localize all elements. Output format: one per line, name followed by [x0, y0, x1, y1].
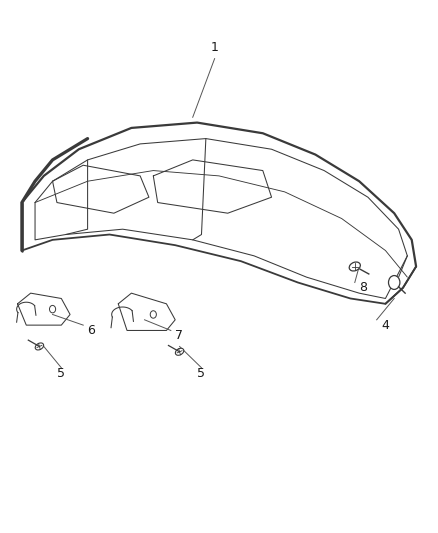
- Ellipse shape: [349, 262, 360, 271]
- Text: 4: 4: [381, 319, 389, 332]
- Text: 6: 6: [88, 324, 95, 337]
- Text: 8: 8: [359, 281, 367, 294]
- Ellipse shape: [175, 348, 184, 356]
- Text: 7: 7: [175, 329, 183, 342]
- Text: 5: 5: [198, 367, 205, 379]
- Ellipse shape: [35, 343, 44, 350]
- Text: 5: 5: [57, 367, 65, 379]
- Circle shape: [389, 276, 400, 289]
- Text: 1: 1: [211, 42, 219, 54]
